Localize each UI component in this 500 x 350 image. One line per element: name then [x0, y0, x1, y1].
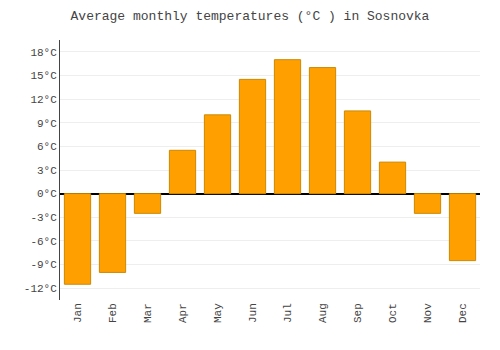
- svg-text:Jun: Jun: [247, 303, 259, 323]
- svg-text:Jul: Jul: [282, 303, 294, 323]
- svg-text:Mar: Mar: [142, 303, 154, 323]
- svg-text:Sep: Sep: [352, 303, 364, 323]
- svg-text:Average monthly temperatures (: Average monthly temperatures (°C ) in So…: [71, 9, 430, 24]
- svg-text:12°C: 12°C: [30, 94, 57, 106]
- svg-text:-12°C: -12°C: [24, 283, 57, 295]
- svg-text:9°C: 9°C: [37, 118, 57, 130]
- svg-text:-3°C: -3°C: [30, 212, 57, 224]
- svg-text:15°C: 15°C: [30, 70, 57, 82]
- svg-text:6°C: 6°C: [37, 141, 57, 153]
- svg-text:Oct: Oct: [387, 303, 399, 323]
- svg-text:Feb: Feb: [107, 303, 119, 323]
- svg-text:Jan: Jan: [72, 303, 84, 323]
- svg-text:Nov: Nov: [422, 303, 434, 323]
- svg-text:May: May: [212, 303, 224, 323]
- svg-text:0°C: 0°C: [37, 188, 57, 200]
- svg-text:18°C: 18°C: [30, 47, 57, 59]
- svg-text:Dec: Dec: [457, 303, 469, 323]
- svg-text:Aug: Aug: [317, 303, 329, 323]
- svg-text:3°C: 3°C: [37, 165, 57, 177]
- svg-text:-6°C: -6°C: [30, 236, 57, 248]
- svg-text:Apr: Apr: [177, 303, 189, 323]
- svg-text:-9°C: -9°C: [30, 259, 57, 271]
